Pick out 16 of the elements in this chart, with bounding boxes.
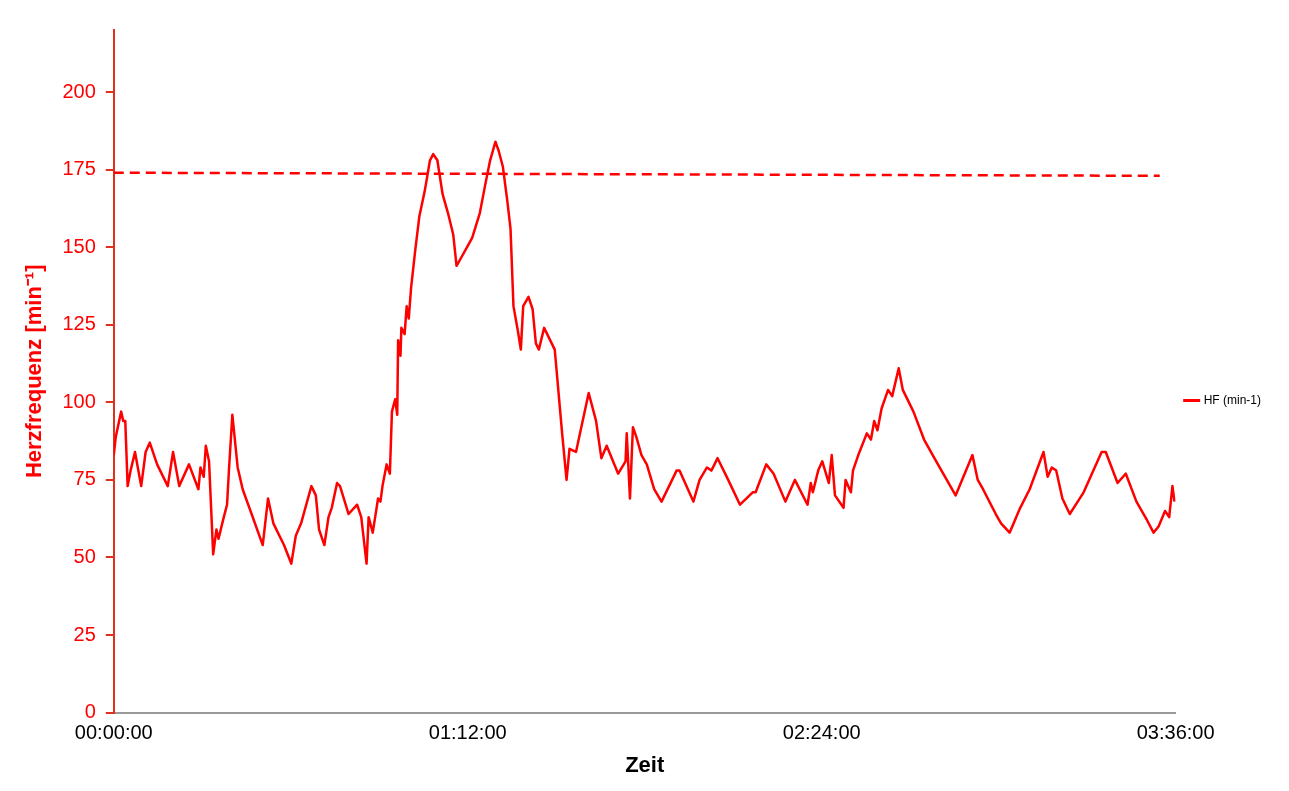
- x-axis-title: Zeit: [625, 751, 665, 777]
- y-axis-title: Herzfrequenz [min⁻¹]: [21, 264, 47, 479]
- y-tick-label: 125: [62, 312, 96, 335]
- x-tick-label: 03:36:00: [1136, 721, 1215, 744]
- y-tick-label: 50: [73, 544, 96, 567]
- y-tick-label: 75: [73, 467, 96, 490]
- y-tick-label: 100: [62, 389, 96, 412]
- x-tick-label: 00:00:00: [74, 721, 153, 744]
- y-tick-label: 200: [62, 79, 96, 102]
- legend-label: HF (min-1): [1203, 392, 1261, 407]
- y-tick-label: 175: [62, 157, 96, 180]
- y-tick-label: 150: [62, 234, 96, 257]
- x-tick-label: 02:24:00: [782, 721, 861, 744]
- x-tick-label: 01:12:00: [428, 721, 507, 744]
- y-tick-label: 0: [84, 700, 96, 723]
- y-tick-label: 25: [73, 622, 96, 645]
